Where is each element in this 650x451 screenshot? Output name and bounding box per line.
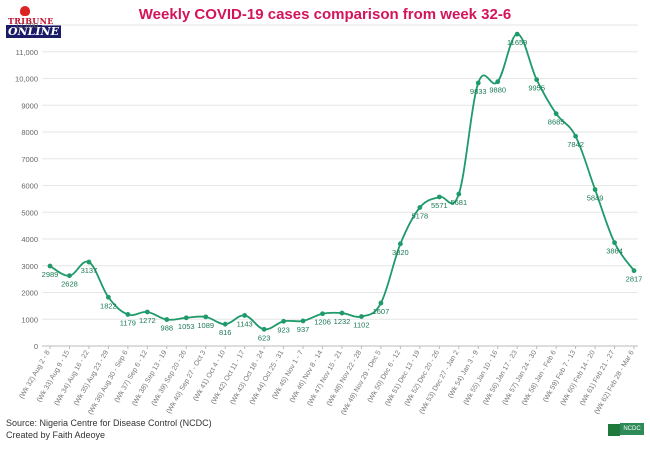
x-tick-label: (Wk 35) Aug 23 - 29 — [73, 349, 110, 407]
data-point — [553, 111, 559, 117]
data-point — [534, 77, 540, 83]
data-label: 623 — [258, 333, 271, 342]
x-tick-label: (Wk 60) Feb 14 - 20 — [560, 349, 597, 406]
y-tick-label: 10,000 — [15, 75, 38, 84]
x-tick-label: (Wk 62) Feb 28 - Mar 6 — [593, 349, 635, 415]
data-label: 1822 — [100, 301, 117, 310]
data-label: 1179 — [120, 318, 136, 327]
data-label: 937 — [297, 325, 310, 334]
x-tick-label: (Wk 61) Feb 21 - 27 — [579, 349, 616, 406]
data-label: 988 — [161, 324, 174, 333]
data-label: 5681 — [450, 198, 467, 207]
data-point — [475, 80, 481, 86]
data-point — [378, 300, 384, 306]
data-point — [495, 79, 501, 85]
data-point — [164, 317, 170, 322]
data-point — [573, 133, 578, 139]
data-point — [281, 318, 286, 324]
data-label: 9833 — [470, 87, 487, 96]
y-tick-label: 2000 — [21, 289, 38, 298]
data-label: 3820 — [392, 248, 409, 257]
data-label: 1607 — [373, 307, 390, 316]
y-tick-label: 12,000 — [15, 21, 38, 30]
tribune-online-logo: TRIBUNE ONLINE — [6, 6, 61, 40]
data-label: 3864 — [606, 247, 623, 256]
data-point — [261, 326, 267, 332]
x-tick-label: (Wk 51) Dec 13 - 19 — [384, 349, 421, 407]
data-point — [436, 194, 442, 200]
y-tick-label: 3000 — [21, 262, 38, 271]
data-point — [612, 240, 617, 246]
credit-note: Created by Faith Adeoye — [6, 430, 106, 440]
x-tick-label: (Wk 34) Aug 16 - 22 — [53, 349, 90, 407]
data-label: 1143 — [237, 319, 253, 328]
source-note: Source: Nigeria Centre for Disease Contr… — [6, 418, 212, 428]
data-label: 2817 — [626, 275, 643, 284]
data-label: 3137 — [81, 266, 98, 275]
data-label: 1053 — [178, 322, 195, 331]
data-point — [222, 321, 228, 327]
data-point — [456, 191, 462, 197]
data-point — [398, 241, 403, 247]
data-label: 2989 — [42, 270, 59, 279]
logo-line-2: ONLINE — [6, 25, 61, 38]
flag-icon — [608, 424, 620, 436]
data-point — [86, 259, 92, 265]
data-label: 816 — [219, 328, 232, 337]
x-tick-label: (Wk 39) Sep 20 - 26 — [151, 349, 188, 407]
ncdc-badge: NCDC — [608, 423, 646, 436]
data-point — [631, 268, 637, 274]
data-label: 5571 — [431, 201, 448, 210]
data-label: 1272 — [139, 316, 156, 325]
data-label: 1232 — [334, 317, 351, 326]
data-label: 7842 — [567, 140, 584, 149]
flame-icon — [20, 6, 30, 16]
data-point — [125, 312, 131, 317]
data-point — [300, 318, 306, 324]
x-tick-label: (Wk 48) Nov 22 - 28 — [326, 349, 363, 407]
data-point — [320, 311, 325, 317]
data-point — [203, 314, 209, 320]
data-label: 9880 — [489, 86, 506, 95]
badge-label: NCDC — [620, 423, 644, 435]
data-point — [514, 31, 520, 37]
data-point — [183, 315, 189, 321]
chart-title: Weekly COVID-19 cases comparison from we… — [138, 6, 512, 23]
data-label: 2628 — [61, 280, 78, 289]
data-label: 1102 — [353, 321, 369, 330]
data-point — [359, 314, 364, 319]
data-label: 1206 — [314, 318, 331, 327]
y-tick-label: 1000 — [21, 315, 38, 324]
y-tick-label: 9000 — [21, 101, 38, 110]
data-point — [67, 273, 72, 279]
data-label: 8685 — [548, 118, 565, 127]
data-label: 9955 — [528, 84, 545, 93]
data-label: 5849 — [587, 194, 604, 203]
x-tick-label: (Wk 52) Dec 20 - 26 — [404, 349, 441, 407]
data-label: 11659 — [507, 38, 527, 47]
data-point — [242, 313, 248, 318]
y-tick-label: 5000 — [21, 208, 38, 217]
data-label: 5178 — [412, 211, 429, 220]
y-tick-label: 11,000 — [16, 48, 38, 57]
data-point — [339, 310, 345, 316]
data-point — [144, 309, 150, 315]
y-tick-label: 7000 — [21, 155, 38, 164]
data-point — [592, 187, 598, 192]
data-point — [417, 205, 423, 210]
data-point — [106, 294, 111, 300]
y-tick-label: 8000 — [21, 128, 38, 137]
y-tick-label: 6000 — [21, 182, 38, 191]
logo-line-1: TRIBUNE — [8, 16, 54, 26]
x-tick-label: (Wk 38) Sep 13 - 19 — [131, 349, 168, 407]
data-label: 1089 — [197, 321, 214, 330]
x-tick-label: (Wk 47) Nov 15 - 21 — [306, 349, 343, 407]
data-label: 923 — [277, 325, 290, 334]
data-point — [47, 263, 53, 269]
y-tick-label: 0 — [34, 342, 38, 351]
y-tick-label: 4000 — [21, 235, 38, 244]
